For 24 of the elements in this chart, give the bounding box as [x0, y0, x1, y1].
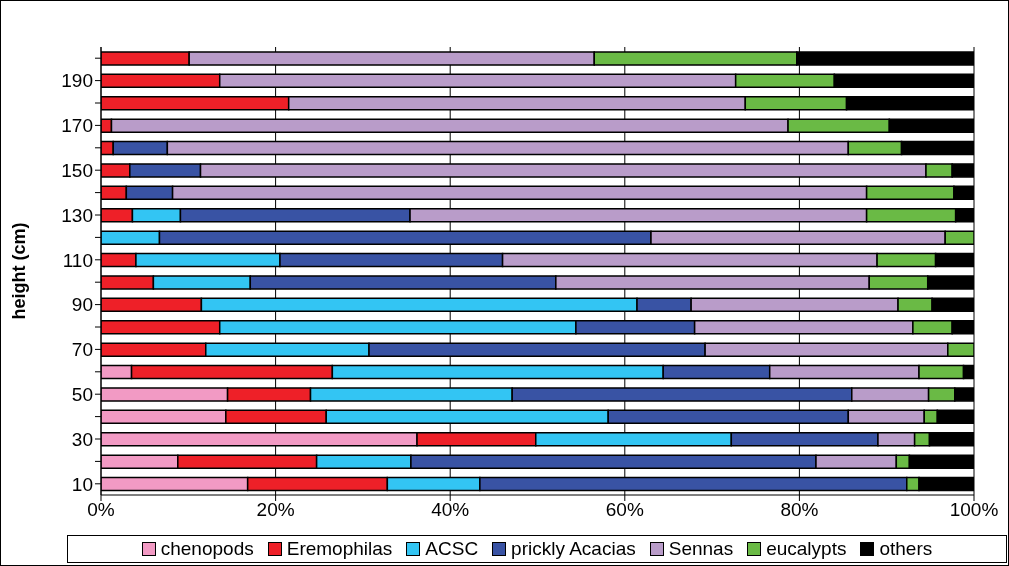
x-tick-label: 40% — [431, 499, 470, 521]
y-tick-label: 10 — [71, 473, 93, 495]
y-tick-label: 90 — [71, 294, 93, 316]
x-tick-label: 0% — [87, 499, 115, 521]
y-tick-label: 150 — [61, 159, 93, 181]
legend-label: prickly Acacias — [511, 538, 636, 560]
y-tick-label: 130 — [61, 204, 93, 226]
legend-label: Eremophilas — [286, 538, 393, 560]
legend-label: chenopods — [160, 538, 254, 560]
y-tick-label: 50 — [71, 383, 93, 405]
y-tick-label: 30 — [71, 428, 93, 450]
x-tick-label: 20% — [256, 499, 295, 521]
x-tick-label: 80% — [780, 499, 819, 521]
y-tick-label: 190 — [61, 70, 93, 92]
y-tick-label: 170 — [61, 115, 93, 137]
x-tick-label: 60% — [605, 499, 644, 521]
legend-label: others — [879, 538, 933, 560]
y-tick-label: 70 — [71, 339, 93, 361]
y-axis-title: height (cm) — [9, 222, 30, 320]
legend-label: ACSC — [425, 538, 479, 560]
legend-label: Sennas — [668, 538, 734, 560]
y-tick-label: 110 — [62, 249, 93, 271]
legend-label: eucalypts — [766, 538, 847, 560]
x-tick-label: 100% — [949, 499, 999, 521]
